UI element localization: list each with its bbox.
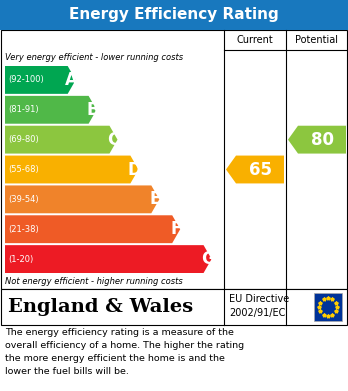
Text: (21-38): (21-38) xyxy=(8,225,39,234)
Text: Potential: Potential xyxy=(295,35,339,45)
Text: (55-68): (55-68) xyxy=(8,165,39,174)
Polygon shape xyxy=(5,185,159,213)
Text: Very energy efficient - lower running costs: Very energy efficient - lower running co… xyxy=(5,52,183,61)
Text: Not energy efficient - higher running costs: Not energy efficient - higher running co… xyxy=(5,276,183,285)
Text: (39-54): (39-54) xyxy=(8,195,39,204)
Polygon shape xyxy=(5,156,139,183)
Bar xyxy=(0,0,348,30)
Text: Energy Efficiency Rating: Energy Efficiency Rating xyxy=(69,7,279,23)
Text: C: C xyxy=(108,131,120,149)
Text: B: B xyxy=(86,101,99,119)
Text: England & Wales: England & Wales xyxy=(8,298,193,316)
Text: A: A xyxy=(65,71,78,89)
Text: Current: Current xyxy=(237,35,274,45)
Text: (69-80): (69-80) xyxy=(8,135,39,144)
Bar xyxy=(1,289,347,325)
Polygon shape xyxy=(5,215,180,243)
Text: 80: 80 xyxy=(310,131,333,149)
Text: G: G xyxy=(201,250,214,268)
Bar xyxy=(1,30,347,289)
Text: D: D xyxy=(127,160,141,179)
Text: (1-20): (1-20) xyxy=(8,255,33,264)
Polygon shape xyxy=(5,66,76,94)
Polygon shape xyxy=(5,245,212,273)
Bar xyxy=(314,293,342,321)
Polygon shape xyxy=(5,126,118,154)
Polygon shape xyxy=(226,156,284,183)
Text: E: E xyxy=(150,190,161,208)
Text: F: F xyxy=(171,220,182,238)
Text: The energy efficiency rating is a measure of the
overall efficiency of a home. T: The energy efficiency rating is a measur… xyxy=(5,328,244,375)
Polygon shape xyxy=(5,96,97,124)
Text: EU Directive
2002/91/EC: EU Directive 2002/91/EC xyxy=(229,294,289,317)
Polygon shape xyxy=(288,126,346,154)
Text: (81-91): (81-91) xyxy=(8,105,39,114)
Text: (92-100): (92-100) xyxy=(8,75,44,84)
Text: 65: 65 xyxy=(248,160,271,179)
